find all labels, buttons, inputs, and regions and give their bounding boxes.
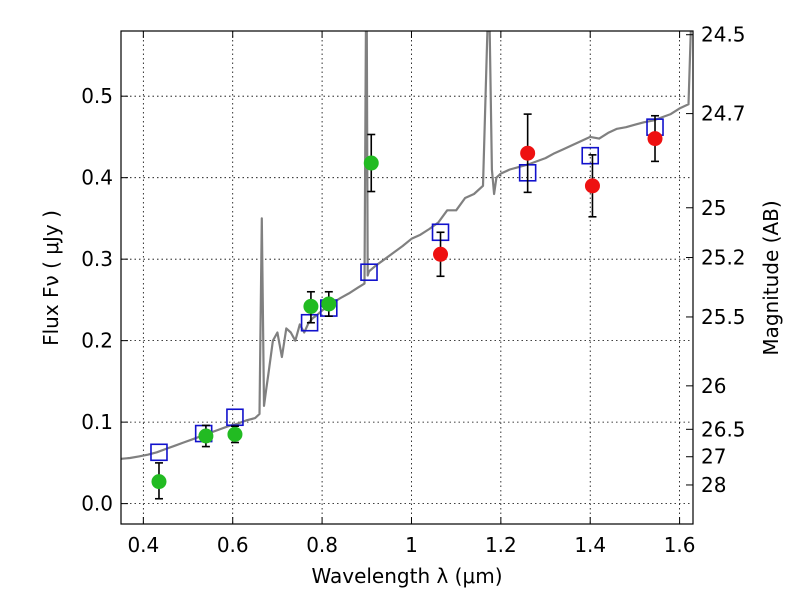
- y-tick-label: 0.1: [81, 410, 113, 434]
- y-tick-label: 0.5: [81, 84, 113, 108]
- mag-tick-label: 24.5: [701, 23, 746, 47]
- x-tick-label: 0.4: [127, 533, 159, 557]
- photometry-point: [303, 298, 319, 314]
- photometry-point: [433, 246, 449, 262]
- photometry-point: [198, 428, 214, 444]
- x-tick-label: 1.4: [574, 533, 606, 557]
- y-tick-label: 0.4: [81, 166, 113, 190]
- photometry-point: [363, 155, 379, 171]
- x-tick-label: 1.2: [485, 533, 517, 557]
- x-tick-label: 1: [405, 533, 418, 557]
- x-tick-label: 0.8: [306, 533, 338, 557]
- mag-tick-label: 24.7: [701, 102, 746, 126]
- model-square-marker: [300, 313, 319, 332]
- photometry-point: [151, 474, 167, 490]
- mag-tick-label: 27: [701, 445, 726, 469]
- mag-tick-label: 25.2: [701, 246, 746, 270]
- model-square-marker: [150, 443, 168, 462]
- y-tick-label: 0.0: [81, 492, 113, 516]
- y-tick-label: 0.3: [81, 247, 113, 271]
- grid-layer: [121, 31, 693, 524]
- mag-tick-label: 28: [701, 473, 726, 497]
- model-square-marker: [360, 263, 378, 282]
- tick-layer: 0.4 0.6 0.8 1 1.2 1.4 1.6 0.0 0.1 0.2 0.3 0.4 0.5 24.…: [81, 23, 745, 557]
- y2-axis-label: Magnitude (AB): [759, 200, 783, 355]
- mag-tick-label: 25.5: [701, 305, 746, 329]
- mag-tick-label: 26: [701, 374, 726, 398]
- y-tick-label: 0.2: [81, 329, 113, 353]
- photometry-point: [584, 178, 600, 194]
- template-spectrum-line: [121, 31, 692, 460]
- y-axis-label: Flux Fν ( μJy ): [39, 210, 63, 346]
- mag-tick-label: 25: [701, 196, 726, 220]
- plot-layer: [121, 31, 692, 500]
- x-tick-label: 0.6: [217, 533, 249, 557]
- photometry-point: [647, 131, 663, 147]
- photometry-point: [227, 426, 243, 442]
- model-square-marker: [226, 408, 244, 427]
- x-axis-label: Wavelength λ (μm): [311, 564, 502, 588]
- model-square-marker: [581, 146, 600, 165]
- plot-frame: [120, 30, 694, 525]
- x-tick-label: 1.6: [664, 533, 696, 557]
- photometry-point: [520, 145, 536, 161]
- photometry-point: [321, 296, 337, 312]
- mag-tick-label: 26.5: [701, 417, 746, 441]
